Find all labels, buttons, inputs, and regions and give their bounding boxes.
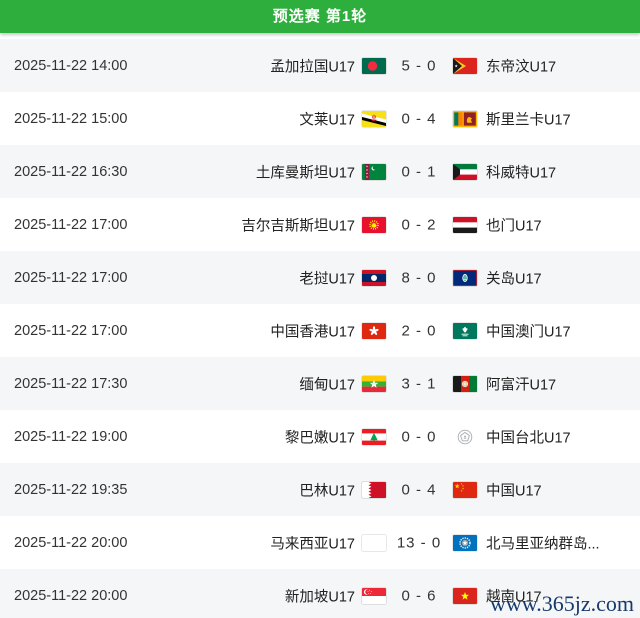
chinese-taipei-emblem-icon [453, 429, 477, 445]
watermark-text: www.365jz.com [490, 591, 634, 616]
home-team-name: 中国香港U17 [270, 324, 355, 340]
round-header: 预选赛 第1轮 [0, 0, 640, 33]
match-time: 2025-11-22 17:30 [14, 375, 128, 392]
match-row[interactable]: 2025-11-22 16:30 土库曼斯坦U17 0 - 1 科威特U17 [0, 145, 640, 198]
away-team-name: 东帝汶U17 [486, 59, 557, 75]
away-team-name: 阿富汗U17 [486, 377, 557, 393]
round-title: 预选赛 第1轮 [272, 8, 368, 25]
away-team-name: 北马里亚纳群岛... [486, 536, 600, 552]
match-score: 0 - 6 [401, 587, 437, 604]
away-team-name: 中国U17 [486, 483, 542, 499]
match-time: 2025-11-22 17:00 [14, 269, 128, 286]
brunei-flag-icon [362, 110, 386, 127]
hong-kong-flag-icon [362, 322, 386, 339]
guam-flag-icon [453, 269, 477, 286]
home-team-name: 吉尔吉斯斯坦U17 [241, 218, 355, 234]
home-team-name: 老挝U17 [299, 271, 355, 287]
kyrgyzstan-flag-icon [362, 216, 386, 233]
away-team-name: 中国澳门U17 [486, 324, 571, 340]
home-team-name: 巴林U17 [299, 483, 355, 499]
home-team-name: 土库曼斯坦U17 [255, 165, 355, 181]
match-row[interactable]: 2025-11-22 19:00 黎巴嫩U17 0 - 0 中国台北U17 [0, 410, 640, 463]
match-score: 13 - 0 [396, 534, 442, 551]
match-time: 2025-11-22 20:00 [14, 587, 128, 604]
match-list: 2025-11-22 14:00 孟加拉国U17 5 - 0 东帝汶U17 20… [0, 39, 640, 618]
away-team-name: 科威特U17 [486, 165, 557, 181]
northern-mariana-flag-icon [453, 534, 477, 551]
home-team-name: 马来西亚U17 [270, 536, 355, 552]
match-row[interactable]: 2025-11-22 17:00 吉尔吉斯斯坦U17 0 - 2 也门U17 [0, 198, 640, 251]
match-score: 0 - 4 [401, 481, 437, 498]
match-row[interactable]: 2025-11-22 17:00 中国香港U17 2 - 0 中国澳门U17 [0, 304, 640, 357]
away-team-name: 关岛U17 [486, 271, 542, 287]
vietnam-flag-icon [453, 587, 477, 604]
home-team-name: 孟加拉国U17 [270, 59, 355, 75]
match-score: 0 - 0 [401, 428, 437, 445]
match-row[interactable]: 2025-11-22 20:00 马来西亚U17 13 - 0 北马里亚纳群岛.… [0, 516, 640, 569]
myanmar-flag-icon [362, 375, 386, 392]
east-timor-flag-icon [453, 57, 477, 74]
lebanon-flag-icon [362, 428, 386, 445]
turkmenistan-flag-icon [362, 163, 386, 180]
afghanistan-flag-icon [453, 375, 477, 392]
match-time: 2025-11-22 19:35 [14, 481, 128, 498]
match-score: 5 - 0 [401, 57, 437, 74]
match-row[interactable]: 2025-11-22 14:00 孟加拉国U17 5 - 0 东帝汶U17 [0, 39, 640, 92]
match-row[interactable]: 2025-11-22 17:00 老挝U17 8 - 0 关岛U17 [0, 251, 640, 304]
china-flag-icon [453, 481, 477, 498]
match-row[interactable]: 2025-11-22 20:00 新加坡U17 0 - 6 越南U17 [0, 569, 640, 618]
home-team-name: 文莱U17 [299, 112, 355, 128]
laos-flag-icon [362, 269, 386, 286]
match-time: 2025-11-22 16:30 [14, 163, 128, 180]
bahrain-flag-icon [362, 481, 386, 498]
match-time: 2025-11-22 15:00 [14, 110, 128, 127]
macau-flag-icon [453, 322, 477, 339]
match-score: 3 - 1 [401, 375, 437, 392]
bangladesh-flag-icon [362, 57, 386, 74]
match-time: 2025-11-22 14:00 [14, 57, 128, 74]
away-team-name: 越南U17 [486, 589, 542, 605]
sri-lanka-flag-icon [453, 110, 477, 127]
match-score: 0 - 2 [401, 216, 437, 233]
match-row[interactable]: 2025-11-22 15:00 文莱U17 0 - 4 斯里兰卡U17 [0, 92, 640, 145]
yemen-flag-icon [453, 216, 477, 233]
match-score: 2 - 0 [401, 322, 437, 339]
match-row[interactable]: 2025-11-22 19:35 巴林U17 0 - 4 中国U17 [0, 463, 640, 516]
malaysia-flag-icon [362, 535, 386, 551]
match-score: 8 - 0 [401, 269, 437, 286]
match-row[interactable]: 2025-11-22 17:30 缅甸U17 3 - 1 阿富汗U17 [0, 357, 640, 410]
away-team-name: 也门U17 [486, 218, 542, 234]
match-time: 2025-11-22 17:00 [14, 216, 128, 233]
home-team-name: 新加坡U17 [284, 589, 355, 605]
match-score: 0 - 1 [401, 163, 437, 180]
match-time: 2025-11-22 20:00 [14, 534, 128, 551]
match-score: 0 - 4 [401, 110, 437, 127]
home-team-name: 黎巴嫩U17 [284, 430, 355, 446]
match-time: 2025-11-22 19:00 [14, 428, 128, 445]
away-team-name: 中国台北U17 [486, 430, 571, 446]
away-team-name: 斯里兰卡U17 [486, 112, 571, 128]
singapore-flag-icon [362, 587, 386, 604]
kuwait-flag-icon [453, 163, 477, 180]
match-time: 2025-11-22 17:00 [14, 322, 128, 339]
home-team-name: 缅甸U17 [299, 377, 355, 393]
